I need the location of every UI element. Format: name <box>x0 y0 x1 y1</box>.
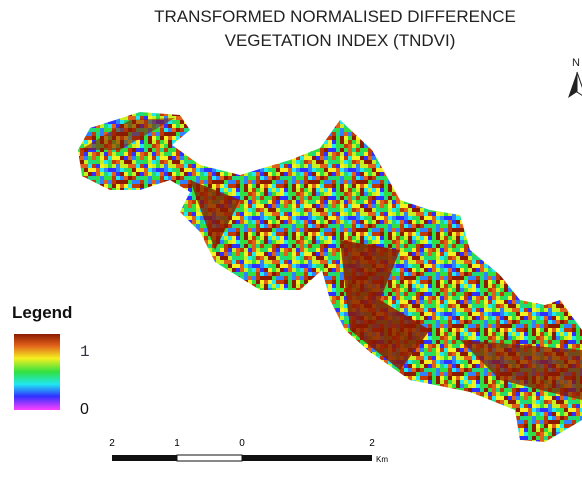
scale-label: 0 <box>239 438 245 449</box>
title-line: TRANSFORMED NORMALISED DIFFERENCE <box>154 7 516 26</box>
scale-label: 2 <box>109 438 115 449</box>
legend-min: 0 <box>80 401 89 418</box>
legend-max: 1 <box>80 343 90 361</box>
scale-label: 1 <box>174 438 180 449</box>
scale-label: 2 <box>369 438 375 449</box>
legend-title: Legend <box>12 303 72 322</box>
legend-ramp <box>14 334 60 410</box>
north-label: N <box>572 57 580 69</box>
north-arrow: N <box>568 57 582 98</box>
scale-unit: Km <box>376 455 388 464</box>
vegetation-raster <box>70 100 582 450</box>
page: TRANSFORMED NORMALISED DIFFERENCE VEGETA… <box>0 0 582 492</box>
scale-bar: 2 1 0 2 Km <box>109 438 388 464</box>
title-line: VEGETATION INDEX (TNDVI) <box>225 31 456 50</box>
map: TRANSFORMED NORMALISED DIFFERENCE VEGETA… <box>0 0 582 492</box>
